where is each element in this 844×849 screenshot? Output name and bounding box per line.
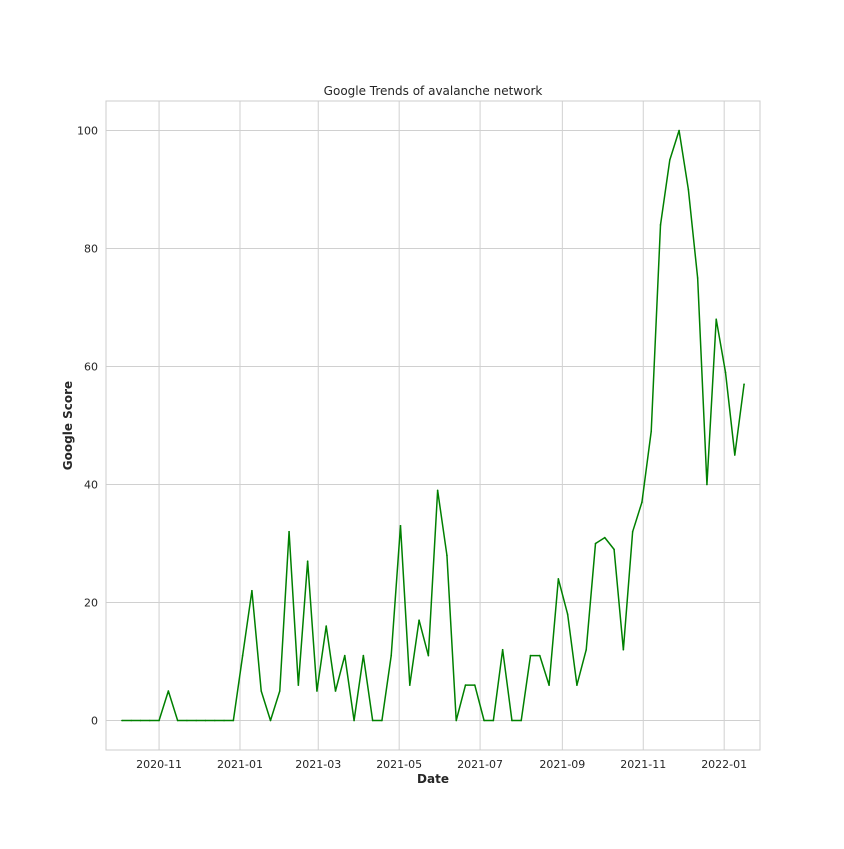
data-point [668,159,671,161]
data-point [213,719,216,722]
data-point [538,654,541,657]
data-point [139,719,142,722]
data-point [195,719,198,722]
data-point [251,589,253,592]
data-point [436,489,439,492]
x-tick-label: 2021-03 [295,758,341,771]
data-point [371,719,374,722]
data-point [121,719,123,722]
data-point [269,719,272,722]
data-point [585,648,588,651]
data-point [613,548,615,551]
y-tick-label: 20 [84,597,98,610]
x-axis-title: Date [417,772,449,786]
data-point [576,684,578,686]
data-point [511,719,513,722]
data-point [687,188,690,191]
x-tick-label: 2022-01 [701,758,747,771]
x-tick-label: 2020-11 [136,758,182,771]
y-tick-label: 80 [84,243,98,256]
x-tick-label: 2021-09 [539,758,585,771]
data-point [696,277,699,279]
data-point [260,690,263,692]
y-grid-lines [106,130,760,721]
data-point [446,554,448,557]
data-point [390,654,393,657]
series-line [121,129,745,722]
data-point [473,684,476,686]
data-point [223,719,225,722]
x-tick-label: 2021-11 [620,758,666,771]
y-tick-label: 40 [84,479,98,492]
data-point [529,654,532,657]
data-point [297,684,300,686]
x-tick-label: 2021-01 [217,758,263,771]
data-point [520,719,523,722]
data-point [241,654,244,657]
data-point [706,483,708,486]
x-tick-labels: 2020-11 2021-01 2021-03 2021-05 2021-07 2021-… [136,758,747,771]
data-point [557,578,560,580]
chart-title: Google Trends of avalanche network [324,84,543,98]
y-tick-label: 100 [77,125,98,138]
data-point [734,454,736,456]
data-point [483,719,485,722]
data-point [316,690,318,692]
data-point [176,719,179,722]
x-tick-label: 2021-07 [457,758,503,771]
y-tick-label: 60 [84,361,98,374]
data-point [464,684,467,686]
data-point [603,536,606,539]
data-point [130,719,132,722]
data-points [121,129,745,722]
data-point [148,719,151,722]
data-point [631,530,634,533]
data-point [399,525,402,527]
data-point [186,719,188,722]
data-point [659,224,662,226]
data-point [288,530,290,533]
data-point [325,625,328,627]
x-tick-label: 2021-05 [376,758,422,771]
data-point [353,719,355,722]
y-axis-title: Google Score [61,381,75,470]
data-point [594,542,597,545]
data-point [362,654,365,657]
data-point [641,501,643,504]
data-point [492,719,495,722]
data-point [622,648,625,651]
data-point [743,383,745,386]
x-grid-lines [158,101,725,750]
data-point [501,648,504,651]
data-point [343,654,346,657]
data-point [724,371,727,374]
data-point [232,719,235,722]
data-point [334,690,337,692]
data-point [418,619,420,621]
y-tick-labels: 0 20 40 60 80 100 [77,125,98,728]
data-point [566,613,569,616]
data-point [278,690,281,692]
data-point [455,719,458,722]
data-point [715,318,718,321]
data-point [167,690,170,692]
data-point [678,129,680,132]
y-tick-label: 0 [91,715,98,728]
data-point [408,684,411,686]
plot-frame [105,100,761,751]
data-point [381,719,383,722]
data-point [158,719,160,722]
data-point [306,560,309,562]
data-point [204,719,207,722]
data-point [650,430,653,433]
data-point [548,684,550,686]
data-point [427,654,430,657]
